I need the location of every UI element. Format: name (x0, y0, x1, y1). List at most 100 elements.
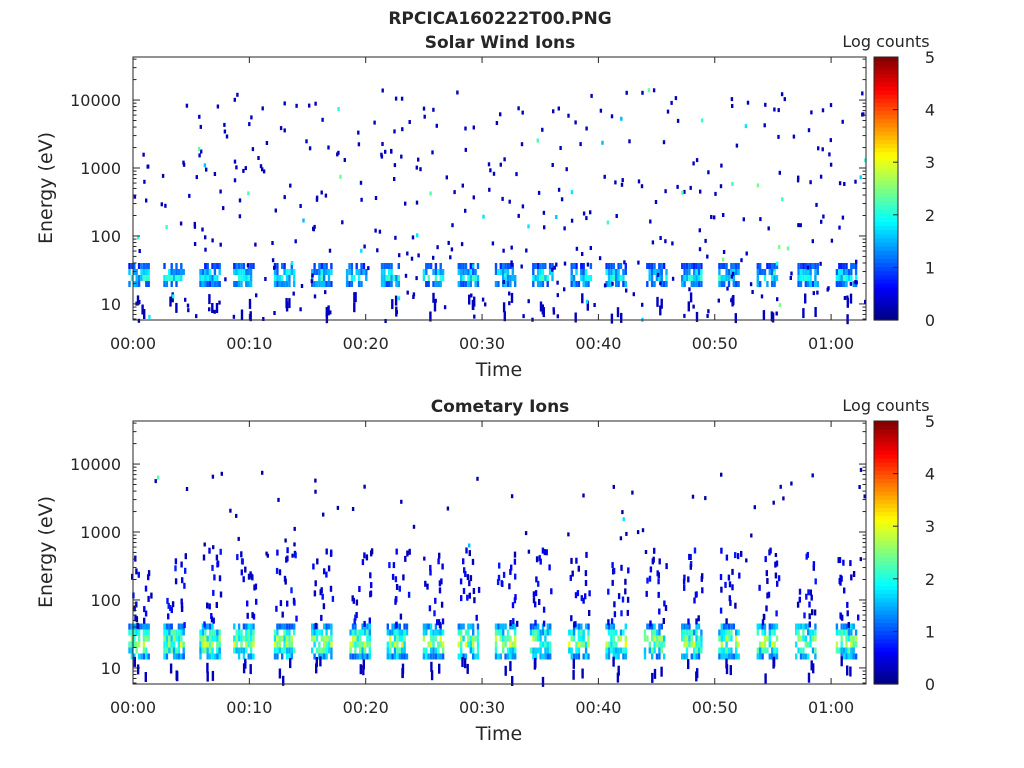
heatmap-cell (201, 281, 205, 287)
heatmap-cell (252, 653, 255, 660)
y-tick-label: 100 (90, 227, 121, 246)
heatmap-cell (276, 263, 279, 269)
heatmap-cell (542, 620, 546, 627)
heatmap-cell (732, 623, 735, 630)
heatmap-cell (847, 629, 851, 636)
colorbar-segment (874, 544, 898, 549)
heatmap-cell (469, 647, 472, 654)
heatmap-cell (802, 647, 805, 654)
heatmap-cell (434, 275, 438, 281)
heatmap-cell (538, 599, 541, 605)
heatmap-cell (622, 517, 625, 522)
heatmap-cell (325, 641, 328, 648)
heatmap-cell (238, 198, 242, 203)
heatmap-cell (311, 269, 314, 275)
heatmap-cell (615, 641, 618, 648)
heatmap-cell (460, 647, 463, 654)
heatmap-cell (497, 623, 500, 630)
heatmap-cell (513, 597, 517, 604)
heatmap-cell (441, 618, 445, 625)
heatmap-cell (320, 269, 323, 275)
heatmap-cell (587, 629, 590, 636)
heatmap-cell (718, 635, 721, 642)
heatmap-cell (539, 635, 542, 642)
heatmap-cell (313, 590, 317, 597)
heatmap-cell (542, 606, 546, 613)
heatmap-cell (607, 623, 611, 630)
heatmap-cells (128, 88, 867, 325)
heatmap-cell (756, 653, 759, 660)
heatmap-cell (390, 281, 393, 287)
heatmap-cell (584, 580, 588, 586)
heatmap-cell (330, 623, 333, 630)
heatmap-cell (759, 647, 762, 654)
colorbar-segment (874, 213, 898, 218)
heatmap-cell (641, 528, 645, 533)
heatmap-cell (575, 246, 579, 251)
heatmap-cell (660, 623, 663, 630)
plot-area (133, 57, 866, 320)
heatmap-cell (206, 641, 209, 648)
heatmap-cell (720, 472, 723, 477)
heatmap-cell (312, 226, 315, 231)
heatmap-cell (360, 281, 363, 287)
colorbar-segment (874, 564, 898, 570)
heatmap-cell (163, 281, 166, 287)
heatmap-cell (802, 308, 805, 319)
heatmap-cell (665, 275, 668, 281)
heatmap-cell (690, 641, 693, 648)
heatmap-cell (807, 269, 810, 275)
colorbar-segment (874, 552, 898, 558)
heatmap-cell (363, 647, 367, 654)
heatmap-cell (470, 293, 473, 298)
heatmap-cell (572, 281, 576, 287)
heatmap-cell (725, 658, 728, 669)
heatmap-cell (401, 635, 404, 642)
heatmap-cell (350, 275, 354, 281)
heatmap-cell (534, 619, 537, 626)
heatmap-cell (397, 281, 400, 287)
heatmap-cell (775, 263, 779, 269)
heatmap-cell (660, 281, 663, 287)
heatmap-cell (288, 298, 291, 309)
heatmap-cell (252, 641, 255, 648)
heatmap-cell (646, 623, 649, 630)
heatmap-cell (502, 248, 505, 253)
heatmap-cell (804, 653, 807, 660)
heatmap-cell (512, 618, 515, 625)
heatmap-cell (136, 295, 140, 306)
heatmap-cell (506, 269, 510, 275)
heatmap-cell (543, 225, 546, 230)
heatmap-cell (557, 187, 561, 192)
heatmap-cell (147, 275, 150, 281)
heatmap-cell (460, 269, 463, 275)
heatmap-cell (388, 269, 391, 275)
heatmap-cell (714, 191, 717, 196)
heatmap-cell (484, 302, 487, 307)
heatmap-cell (170, 269, 173, 275)
colorbar-segment (874, 204, 898, 210)
heatmap-cell (472, 653, 475, 660)
heatmap-cell (840, 263, 843, 269)
heatmap-cell (730, 635, 733, 642)
heatmap-cell (728, 581, 732, 588)
heatmap-cell (204, 275, 207, 281)
heatmap-cell (695, 591, 698, 598)
heatmap-cell (311, 629, 314, 636)
colorbar-segment (874, 536, 898, 541)
heatmap-cell (128, 647, 131, 654)
heatmap-cell (240, 569, 243, 576)
heatmap-cell (487, 162, 491, 167)
heatmap-cell (812, 291, 815, 296)
heatmap-cell (425, 647, 428, 654)
heatmap-cell (242, 275, 246, 281)
heatmap-cell (695, 653, 698, 660)
heatmap-cell (247, 653, 250, 660)
heatmap-cell (685, 641, 689, 648)
heatmap-cell (313, 224, 316, 229)
heatmap-cell (534, 275, 537, 281)
heatmap-cell (293, 526, 296, 531)
x-tick-label: 00:30 (459, 334, 505, 353)
colorbar-segment (874, 663, 898, 669)
heatmap-cell (336, 505, 340, 510)
